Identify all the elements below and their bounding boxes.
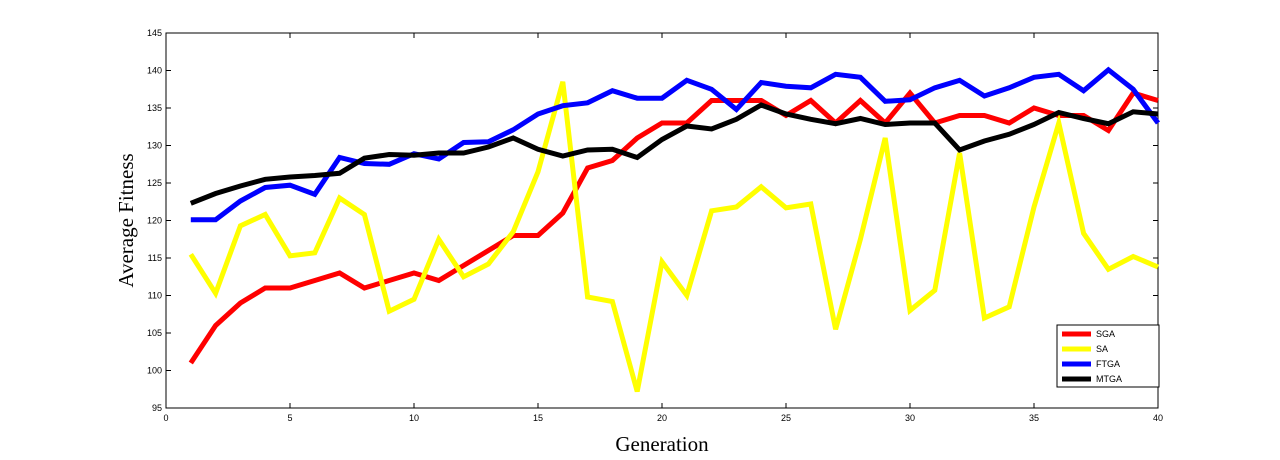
series-line-sga [188, 89, 1159, 365]
y-tick-label: 100 [147, 366, 162, 376]
y-tick-label: 115 [148, 253, 162, 263]
y-tick-label: 125 [147, 178, 162, 188]
y-tick-label: 105 [147, 328, 162, 338]
x-tick-label: 40 [1153, 413, 1163, 423]
legend-label-mtga: MTGA [1096, 374, 1122, 384]
y-axis-title: Average Fitness [114, 153, 138, 287]
legend-label-ftga: FTGA [1096, 359, 1120, 369]
legend-label-sa: SA [1096, 344, 1108, 354]
x-tick-label: 25 [781, 413, 791, 423]
y-tick-label: 135 [147, 103, 162, 113]
y-tick-label: 110 [148, 291, 162, 301]
x-tick-label: 0 [163, 413, 168, 423]
x-tick-label: 30 [905, 413, 915, 423]
y-tick-label: 95 [152, 403, 162, 413]
y-tick-label: 120 [147, 216, 162, 226]
legend: SGA SA FTGA MTGA [1056, 324, 1160, 388]
series-line-ftga [190, 66, 1161, 223]
series-line-mtga [189, 102, 1159, 206]
y-tick-label: 145 [147, 28, 162, 38]
legend-label-sga: SGA [1096, 329, 1115, 339]
series-layer [188, 66, 1161, 393]
ticks-layer: 0 5 10 15 20 25 30 35 40 95 100 105 110 115 120 125 130 1… [147, 28, 1163, 423]
y-tick-label: 130 [147, 141, 162, 151]
x-tick-label: 5 [287, 413, 292, 423]
series-line-sa [188, 81, 1159, 393]
x-tick-label: 15 [533, 413, 543, 423]
x-axis-title: Generation [615, 432, 709, 456]
x-tick-label: 10 [409, 413, 419, 423]
x-tick-label: 20 [657, 413, 667, 423]
y-tick-label: 140 [147, 66, 162, 76]
x-tick-label: 35 [1029, 413, 1039, 423]
